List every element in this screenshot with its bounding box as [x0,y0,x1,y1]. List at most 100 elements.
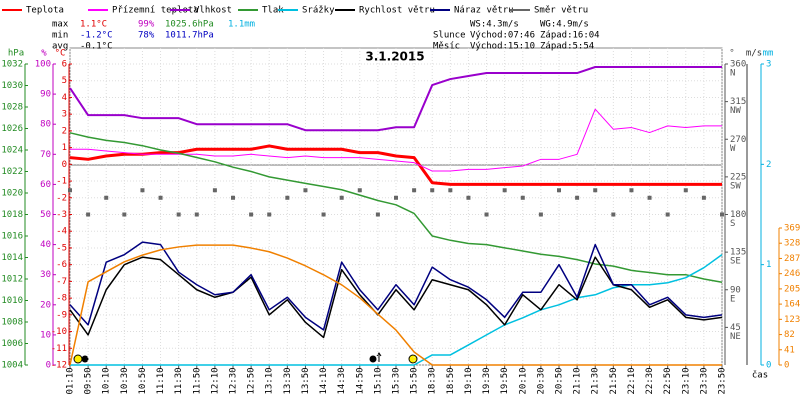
direction-mark [611,212,616,217]
y-tick-label: -2 [56,193,67,203]
y-tick-label: 40 [40,240,51,250]
y-tick-label: 2 [62,126,67,136]
sunrise-icon [73,354,83,364]
y-tick-label: 1032 [1,60,23,70]
direction-mark [375,212,380,217]
direction-mark [285,195,290,200]
y-tick-label: 0 [62,160,67,170]
direction-mark [647,195,652,200]
y-tick-label: 0 [46,361,51,371]
info-text: Měsíc [433,42,460,52]
x-tick-label: 13:30 [283,367,293,394]
info-text: Slunce [433,31,466,41]
x-tick-label: 15:10 [373,367,383,394]
x-tick-label: 21:10 [573,367,583,394]
direction-mark [448,188,453,193]
axis-title: m/s [746,49,762,59]
direction-mark [466,195,471,200]
x-tick-label: 23:10 [681,367,691,394]
x-tick-label: 20:30 [536,367,546,394]
legend-label: Tlak [262,6,284,16]
x-tick-label: 09:50 [84,367,94,394]
direction-mark [412,188,417,193]
y-tick-label: 30 [40,270,51,280]
x-axis-title: čas [752,370,768,381]
y-tick-label: 50 [40,210,51,220]
y-tick-label: 3 [62,110,67,120]
stat: -1.2°C [80,31,113,41]
x-tick-label: 10:10 [102,367,112,394]
stat-label: max [52,20,69,30]
moonrise-icon [369,355,377,363]
stat-label: avg [52,42,68,52]
y-tick-label: 1004 [1,361,23,371]
info: WS:4.3m/s WG:4.9m/s Slunce Východ:07:46 … [433,20,600,52]
series-line [69,132,723,283]
x-tick-label: 19:50 [500,367,510,394]
direction-mark [575,195,580,200]
x-tick-label: 15:30 [392,367,402,394]
x-tick-label: 22:10 [627,367,637,394]
stat: 1.1mm [228,20,255,30]
direction-mark [321,212,326,217]
y-tick-name: E [730,294,735,304]
y-tick-label: 82 [784,330,795,340]
stats: max 1.1°C 99% 1025.6hPa 1.1mm min -1.2°C… [52,20,255,52]
y-tick-label: 205 [784,284,800,294]
legend-label: Vlhkost [194,6,232,16]
legend-label: Rychlost větru [359,6,435,16]
x-tick-label: 15:50 [410,367,420,394]
direction-mark [140,188,145,193]
y-tick-label: 180 [730,210,746,220]
direction-mark [502,188,507,193]
y-tick-label: -3 [56,210,67,220]
legend-label: Přízemní teplota [112,6,199,16]
direction-mark [593,188,598,193]
chart-title: 3.1.2015 [365,50,424,64]
sunset-icon [408,354,418,364]
y-tick-label: -9 [56,310,67,320]
series-line [69,244,722,366]
y-tick-label: 1008 [1,318,23,328]
direction-mark [520,195,525,200]
y-tick-label: 1010 [1,296,23,306]
y-tick-label: 287 [784,254,800,264]
y-tick-label: -6 [56,260,67,270]
direction-mark [158,195,163,200]
direction-mark [357,188,362,193]
y-tick-label: 1012 [1,275,23,285]
y-tick-label: -5 [56,243,67,253]
y-tick-label: 1026 [1,124,23,134]
x-tick-label: 14:30 [337,367,347,394]
y-tick-label: 1024 [1,146,23,156]
moonset-icon [81,355,89,363]
y-tick-label: 246 [784,269,800,279]
x-tick-label: 22:50 [663,367,673,394]
info-text: Východ:07:46 [470,31,535,41]
y-tick-name: NE [730,332,741,342]
x-tick-label: 12:30 [229,367,239,394]
legend-label: Směr větru [534,6,588,16]
series-line [69,241,723,331]
y-tick-name: SE [730,257,741,267]
axis-title: % [41,49,47,59]
legend-label: Náraz větru [454,6,514,16]
y-tick-label: 41 [784,345,795,355]
series-line [69,66,722,132]
x-tick-label: 10:30 [120,367,130,394]
y-tick-label: 360 [730,60,746,70]
y-tick-label: 1018 [1,210,23,220]
y-tick-label: 6 [62,60,67,70]
x-tick-label: 12:50 [247,367,257,394]
direction-mark [231,195,235,200]
x-tick-label: 21:50 [609,367,619,394]
direction-mark [629,188,634,193]
y-tick-label: -10 [51,327,67,337]
y-tick-label: 0 [784,361,789,371]
y-tick-name: S [730,219,735,229]
direction-mark [665,212,670,217]
stat: 1.1°C [80,20,107,30]
direction-mark [104,195,109,200]
axis-title: mm [763,49,774,59]
series-line [70,254,723,366]
